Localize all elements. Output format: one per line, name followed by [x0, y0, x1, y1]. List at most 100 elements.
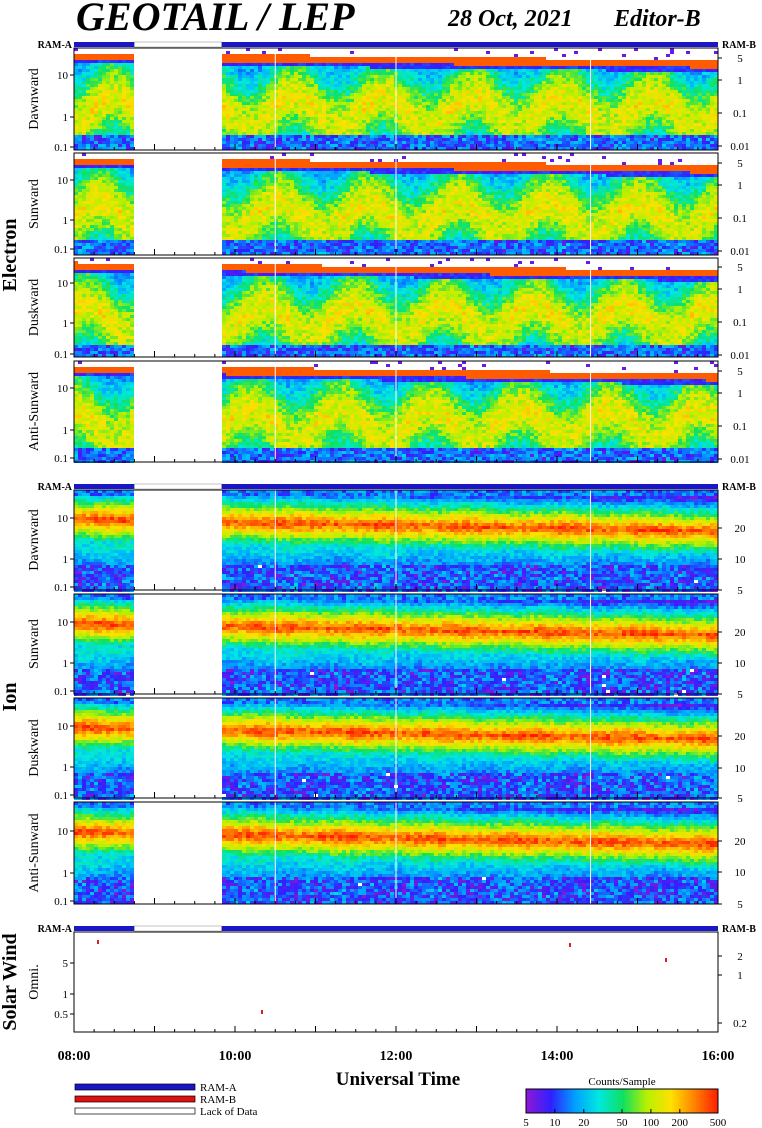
- heatmap-cell: [346, 57, 350, 60]
- heatmap-cell: [262, 84, 266, 87]
- heatmap-cell: [78, 198, 82, 201]
- heatmap-cell: [518, 102, 522, 105]
- heatmap-cell: [714, 66, 718, 69]
- heatmap-cell: [350, 123, 354, 126]
- heatmap-cell: [506, 111, 510, 114]
- heatmap-cell: [542, 129, 546, 132]
- heatmap-cell: [594, 63, 598, 66]
- heatmap-cell: [98, 66, 102, 69]
- heatmap-cell: [390, 75, 394, 78]
- heatmap-cell: [266, 105, 270, 108]
- heatmap-cell: [690, 81, 694, 84]
- heatmap-cell: [554, 84, 558, 87]
- heatmap-cell: [86, 138, 90, 141]
- heatmap-cell: [422, 135, 426, 138]
- heatmap-cell: [110, 78, 114, 81]
- heatmap-cell: [546, 66, 550, 69]
- heatmap-cell: [522, 81, 526, 84]
- heatmap-cell: [438, 120, 442, 123]
- heatmap-cell: [422, 144, 426, 147]
- heatmap-cell: [690, 78, 694, 81]
- heatmap-cell: [122, 90, 126, 93]
- heatmap-cell: [590, 99, 594, 102]
- heatmap-cell: [446, 132, 450, 135]
- heatmap-cell: [222, 207, 226, 210]
- heatmap-cell: [550, 108, 554, 111]
- heatmap-cell: [350, 147, 354, 150]
- heatmap-cell: [482, 114, 486, 117]
- heatmap-cell: [130, 195, 134, 198]
- heatmap-cell: [422, 75, 426, 78]
- heatmap-cell: [110, 195, 114, 198]
- heatmap-cell: [230, 204, 234, 207]
- heatmap-cell: [630, 147, 634, 150]
- heatmap-cell: [614, 78, 618, 81]
- heatmap-cell: [398, 141, 402, 144]
- heatmap-cell: [606, 93, 610, 96]
- heatmap-cell: [670, 69, 674, 72]
- heatmap-cell: [326, 105, 330, 108]
- heatmap-cell: [234, 138, 238, 141]
- heatmap-cell: [286, 54, 290, 57]
- heatmap-cell: [466, 60, 470, 63]
- heatmap-cell: [114, 132, 118, 135]
- heatmap-cell: [638, 99, 642, 102]
- heatmap-cell: [538, 135, 542, 138]
- heatmap-cell: [658, 129, 662, 132]
- heatmap-cell: [562, 105, 566, 108]
- heatmap-cell: [414, 66, 418, 69]
- heatmap-cell: [282, 132, 286, 135]
- heatmap-cell: [426, 117, 430, 120]
- heatmap-cell: [662, 138, 666, 141]
- heatmap-cell: [614, 105, 618, 108]
- heatmap-cell: [662, 99, 666, 102]
- heatmap-cell: [546, 69, 550, 72]
- heatmap-cell: [334, 78, 338, 81]
- heatmap-cell: [282, 54, 286, 57]
- heatmap-cell: [674, 132, 678, 135]
- heatmap-cell: [430, 66, 434, 69]
- heatmap-cell: [282, 90, 286, 93]
- heatmap-cell: [378, 66, 382, 69]
- heatmap-cell: [498, 144, 502, 147]
- heatmap-cell: [222, 126, 226, 129]
- heatmap-cell: [546, 135, 550, 138]
- heatmap-cell: [274, 117, 278, 120]
- heatmap-cell: [130, 186, 134, 189]
- heatmap-cell: [78, 180, 82, 183]
- heatmap-cell: [298, 129, 302, 132]
- heatmap-cell: [82, 93, 86, 96]
- heatmap-cell: [646, 78, 650, 81]
- heatmap-cell: [122, 129, 126, 132]
- heatmap-cell: [90, 60, 94, 63]
- heatmap-cell: [258, 126, 262, 129]
- heatmap-cell: [354, 129, 358, 132]
- heatmap-cell: [98, 201, 102, 204]
- heatmap-cell: [574, 51, 578, 54]
- heatmap-cell: [470, 120, 474, 123]
- heatmap-cell: [550, 111, 554, 114]
- heatmap-cell: [222, 66, 226, 69]
- heatmap-cell: [370, 132, 374, 135]
- heatmap-cell: [630, 81, 634, 84]
- heatmap-cell: [578, 63, 582, 66]
- heatmap-cell: [258, 141, 262, 144]
- heatmap-cell: [238, 225, 242, 228]
- heatmap-cell: [542, 105, 546, 108]
- heatmap-cell: [326, 114, 330, 117]
- heatmap-cell: [294, 114, 298, 117]
- heatmap-cell: [414, 96, 418, 99]
- heatmap-cell: [542, 69, 546, 72]
- heatmap-cell: [422, 102, 426, 105]
- heatmap-cell: [630, 66, 634, 69]
- heatmap-cell: [470, 114, 474, 117]
- heatmap-cell: [230, 123, 234, 126]
- heatmap-cell: [102, 90, 106, 93]
- heatmap-cell: [226, 189, 230, 192]
- heatmap-cell: [82, 159, 86, 162]
- heatmap-cell: [702, 75, 706, 78]
- heatmap-cell: [322, 114, 326, 117]
- heatmap-cell: [430, 84, 434, 87]
- heatmap-cell: [350, 102, 354, 105]
- heatmap-cell: [470, 99, 474, 102]
